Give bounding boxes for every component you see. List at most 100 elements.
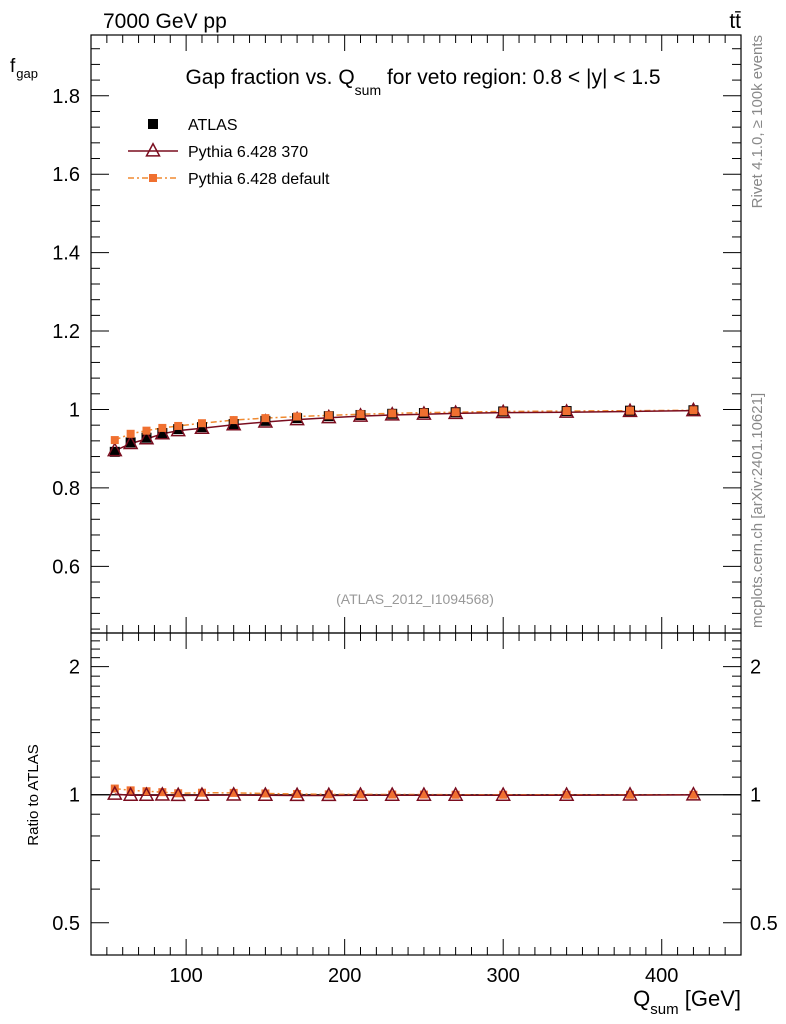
ratio-marker-pythia-default [126, 786, 135, 795]
marker-pythia-default [158, 423, 167, 432]
x-tick-label: 100 [169, 965, 202, 987]
ratio-marker-pythia-370 [122, 786, 139, 801]
y-tick-label: 1.6 [52, 164, 80, 186]
marker-atlas [109, 446, 120, 457]
marker-pythia-default [324, 411, 333, 420]
ratio-marker-pythia-default [110, 784, 119, 793]
marker-pythia-default [142, 426, 151, 435]
marker-pythia-default [110, 436, 119, 445]
analysis-tag: (ATLAS_2012_I1094568) [336, 591, 494, 607]
marker-pythia-default [174, 421, 183, 430]
ratio-marker-pythia-370 [154, 786, 171, 801]
ratio-marker-pythia-default [451, 790, 460, 799]
marker-pythia-default [356, 410, 365, 419]
ratio-y-axis-label: Ratio to ATLAS [25, 744, 42, 845]
marker-pythia-370 [107, 441, 123, 457]
ratio-panel-frame [90, 632, 742, 956]
marker-pythia-default [197, 419, 206, 428]
y-tick-label: 1 [69, 399, 80, 421]
energy-label: 7000 GeV pp [103, 10, 227, 33]
legend-entry-atlas: ATLAS [188, 117, 238, 134]
ratio-y-tick-label-right: 0.5 [750, 913, 778, 935]
x-tick-label: 200 [328, 965, 361, 987]
ratio-marker-pythia-370 [257, 786, 274, 801]
ratio-marker-pythia-370 [558, 786, 575, 801]
ratio-marker-pythia-default [388, 790, 397, 799]
legend-entry-pythia-370: Pythia 6.428 370 [188, 144, 308, 161]
legend-symbol-pythia-default [149, 174, 157, 182]
rivet-version-label: Rivet 4.1.0, ≥ 100k events [749, 35, 766, 208]
ratio-marker-pythia-370 [352, 786, 369, 801]
ratio-marker-pythia-default [689, 790, 698, 799]
marker-pythia-default [419, 408, 428, 417]
ratio-marker-pythia-370 [622, 786, 638, 801]
axis-ticks [91, 35, 741, 955]
ratio-y-tick-label-right: 1 [750, 785, 761, 807]
marker-pythia-default [229, 416, 238, 425]
ratio-marker-pythia-default [356, 790, 365, 799]
ratio-marker-pythia-370 [321, 786, 337, 802]
ratio-marker-pythia-370 [138, 786, 155, 801]
ratio-marker-pythia-370 [495, 786, 511, 801]
x-tick-label: 300 [487, 965, 520, 987]
y-tick-label: 0.8 [52, 478, 80, 500]
ratio-marker-pythia-370 [194, 786, 210, 801]
ratio-marker-pythia-default [197, 788, 206, 797]
ratio-marker-pythia-370 [107, 785, 123, 800]
ratio-marker-pythia-default [261, 789, 270, 798]
y-tick-label: 0.6 [52, 556, 80, 578]
legend: ATLAS Pythia 6.428 370 Pythia 6.428 defa… [128, 117, 330, 188]
marker-atlas [125, 437, 136, 448]
ratio-marker-pythia-default [229, 788, 238, 797]
x-axis-label: Qsum [GeV] [633, 986, 741, 1018]
marker-pythia-default [451, 408, 460, 417]
ratio-marker-pythia-default [419, 790, 428, 799]
legend-symbol-pythia-370 [145, 142, 161, 157]
ratio-marker-pythia-default [158, 788, 167, 797]
y-tick-label: 1.2 [52, 321, 80, 343]
ratio-marker-pythia-370 [289, 786, 305, 802]
marker-pythia-370 [122, 434, 139, 450]
marker-atlas [157, 428, 168, 439]
ratio-marker-pythia-370 [384, 786, 400, 801]
marker-pythia-default [626, 406, 635, 415]
plot-title: Gap fraction vs. Qsum for veto region: 0… [185, 66, 660, 98]
y-axis-label: fgap [10, 56, 38, 81]
mcplots-label: mcplots.cern.ch [arXiv:2401.10621] [749, 393, 766, 628]
ratio-marker-pythia-370 [416, 786, 432, 801]
ratio-marker-pythia-default [562, 790, 571, 799]
ratio-marker-pythia-370 [170, 786, 186, 802]
y-tick-label: 1.8 [52, 86, 80, 108]
marker-pythia-default [261, 414, 270, 423]
marker-atlas [141, 432, 152, 443]
marker-pythia-default [126, 429, 135, 438]
ratio-marker-pythia-default [324, 790, 333, 799]
ratio-marker-pythia-370 [225, 786, 242, 801]
x-tick-label: 400 [645, 965, 678, 987]
marker-pythia-default [689, 406, 698, 415]
ratio-marker-pythia-default [293, 789, 302, 798]
marker-pythia-370 [138, 430, 155, 445]
axis-tick-labels: 100 200 300 400 0.6 0.8 1 1.2 1.4 1.6 1.8 0.5 0.5 1 1 2… [52, 86, 778, 987]
ratio-marker-pythia-default [174, 789, 183, 798]
ratio-y-tick-label: 0.5 [52, 913, 80, 935]
legend-symbol-atlas [148, 119, 158, 129]
marker-pythia-default [388, 409, 397, 418]
ratio-y-tick-label-right: 2 [750, 657, 761, 679]
ratio-y-tick-label: 1 [69, 785, 80, 807]
ratio-marker-pythia-default [626, 790, 635, 799]
main-series-markers [107, 401, 702, 457]
ratio-marker-pythia-370 [685, 786, 702, 801]
ratio-marker-pythia-default [142, 787, 151, 796]
ratio-y-tick-label: 2 [69, 657, 80, 679]
ratio-series-markers [107, 784, 702, 802]
marker-pythia-default [562, 407, 571, 416]
marker-pythia-default [499, 407, 508, 416]
marker-pythia-default [293, 412, 302, 421]
legend-symbols [128, 119, 178, 182]
y-tick-label: 1.4 [52, 243, 80, 265]
process-label: tt̄ [729, 10, 741, 33]
ratio-marker-pythia-370 [447, 786, 464, 801]
ratio-marker-pythia-default [499, 790, 508, 799]
